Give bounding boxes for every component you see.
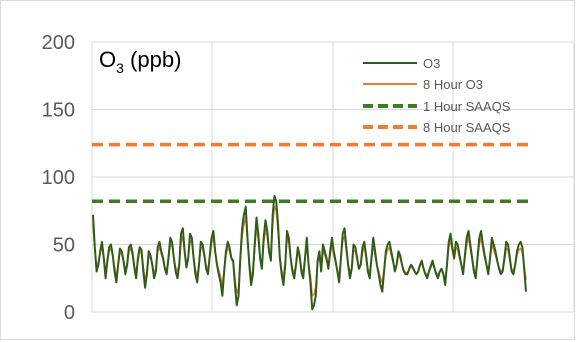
legend-1-hour-saaqs-label: 1 Hour SAAQS: [423, 99, 511, 114]
y-tick-label: 100: [42, 167, 75, 189]
legend-8-hour-saaqs-label: 8 Hour SAAQS: [423, 120, 511, 135]
chart-title: O3 (ppb): [99, 47, 181, 76]
series-o3-line: [92, 194, 527, 311]
y-tick-label: 0: [64, 302, 75, 324]
y-tick-label: 150: [42, 100, 75, 122]
y-tick-label: 50: [53, 235, 75, 257]
y-tick-label: 200: [42, 32, 75, 54]
legend-8-hour-o3-label: 8 Hour O3: [423, 77, 483, 92]
legend-o3-label: O3: [423, 56, 440, 71]
